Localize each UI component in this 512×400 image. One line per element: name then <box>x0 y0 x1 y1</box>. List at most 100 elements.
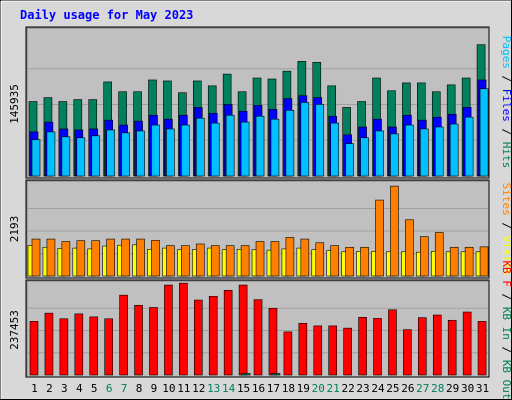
bar-kb-f <box>223 289 233 376</box>
bar-sites <box>405 219 414 277</box>
x-tick-label: 11 <box>177 382 190 395</box>
bar-kb-f <box>388 309 397 376</box>
bar-sites <box>270 241 280 277</box>
bar-pages <box>121 132 130 177</box>
bar-sites <box>76 240 86 277</box>
x-axis-labels: 1 2 3 4 5 6 7 8 9 10 11 12 13 14 15 16 17 18 19 20 21 22 23 24 2… <box>31 382 489 395</box>
bar-kb-in <box>270 373 281 376</box>
bar-sites <box>106 238 115 277</box>
bar-sites <box>360 246 369 277</box>
bar-sites <box>375 199 384 277</box>
bar-kb-f <box>44 312 54 376</box>
bar-sites <box>315 242 325 277</box>
bar-sites <box>420 236 429 277</box>
bar-kb-f <box>328 325 338 376</box>
bar-kb-in <box>240 373 251 376</box>
bar-kb-f <box>193 299 203 376</box>
x-tick-label: 9 <box>151 382 158 395</box>
bar-sites <box>300 238 310 277</box>
bar-pages <box>285 110 295 177</box>
bar-kb-f <box>418 317 427 376</box>
bar-kb-f <box>179 282 188 376</box>
x-tick-label: 6 <box>106 382 113 395</box>
bar-kb-f <box>89 316 99 376</box>
bar-sites <box>166 245 175 277</box>
bar-pages <box>76 137 86 177</box>
right-label-sites-visits: Sites / Visits <box>500 183 512 276</box>
bar-kb-f <box>164 284 173 376</box>
bar-kb-f <box>253 299 263 376</box>
bar-pages <box>270 118 280 177</box>
x-tick-label: 4 <box>76 382 83 395</box>
bar-kb-f <box>432 314 442 376</box>
bar-pages <box>300 102 310 177</box>
bar-sites <box>210 245 220 277</box>
bar-pages <box>46 131 56 177</box>
bar-kb-f <box>477 321 487 376</box>
bar-pages <box>315 104 325 177</box>
chart-title: Daily usage for May 2023 <box>20 8 193 22</box>
x-tick-label: 25 <box>386 382 399 395</box>
bar-kb-f <box>268 307 278 376</box>
bar-sites <box>449 246 459 277</box>
bar-sites <box>136 238 145 277</box>
x-tick-label: 17 <box>267 382 280 395</box>
bar-sites <box>479 246 489 277</box>
bar-pages <box>136 130 145 177</box>
panel-pages-files-hits <box>25 26 490 179</box>
bar-sites <box>240 245 250 277</box>
bar-pages <box>225 114 235 177</box>
max-label-sites: 2193 <box>8 216 21 243</box>
bar-kb-f <box>119 294 128 376</box>
x-tick-label: 21 <box>327 382 340 395</box>
bar-pages <box>375 130 384 177</box>
x-tick-label: 18 <box>282 382 295 395</box>
bar-sites <box>61 241 71 277</box>
x-tick-label: 7 <box>121 382 128 395</box>
bar-kb-f <box>462 311 472 376</box>
x-tick-label: 22 <box>341 382 354 395</box>
bar-kb-f <box>208 295 218 376</box>
bar-sites <box>255 241 265 277</box>
bar-sites <box>46 238 56 277</box>
panel-kbin-kbout <box>25 279 490 378</box>
bar-pages <box>464 116 474 177</box>
bar-pages <box>390 133 399 177</box>
bar-pages <box>31 139 41 177</box>
x-tick-label: 20 <box>312 382 325 395</box>
bar-pages <box>449 123 459 177</box>
bar-kb-f <box>373 318 382 376</box>
bar-pages <box>330 122 340 177</box>
bar-sites <box>31 238 41 277</box>
bar-sites <box>285 237 295 277</box>
bar-sites <box>464 246 474 277</box>
x-tick-label: 13 <box>207 382 220 395</box>
bar-kb-f <box>298 322 308 376</box>
bar-kb-f <box>358 316 367 376</box>
bar-pages <box>434 126 444 177</box>
bar-sites <box>91 240 101 277</box>
x-tick-label: 26 <box>401 382 414 395</box>
bar-kb-f <box>134 304 143 376</box>
bar-pages <box>210 122 220 177</box>
bar-kb-f <box>29 321 39 376</box>
x-tick-label: 1 <box>31 382 38 395</box>
bar-pages <box>181 124 190 177</box>
bar-kb-f <box>149 307 158 376</box>
x-tick-label: 2 <box>46 382 53 395</box>
bar-sites <box>151 239 160 277</box>
bar-sites <box>121 238 130 277</box>
right-label-pages-files-hits: Pages / Files / Hits <box>500 36 512 169</box>
bar-pages <box>106 129 115 177</box>
bar-pages <box>195 117 205 177</box>
x-tick-label: 31 <box>476 382 489 395</box>
x-tick-label: 29 <box>446 382 459 395</box>
x-tick-label: 16 <box>252 382 265 395</box>
x-tick-label: 5 <box>91 382 98 395</box>
x-tick-label: 10 <box>162 382 175 395</box>
x-tick-label: 23 <box>356 382 369 395</box>
max-label-hits: 145935 <box>8 84 21 124</box>
x-tick-label: 27 <box>416 382 429 395</box>
